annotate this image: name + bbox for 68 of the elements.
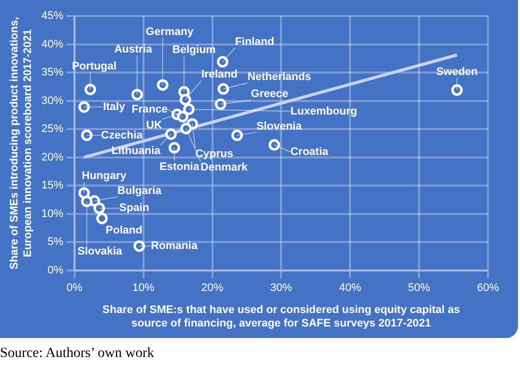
annotation: Finland bbox=[235, 36, 274, 48]
point bbox=[451, 84, 463, 96]
annotation: Poland bbox=[106, 224, 142, 236]
point bbox=[176, 110, 188, 122]
point bbox=[231, 130, 243, 142]
y-tick-label: 20% bbox=[41, 151, 64, 164]
x-tick-label: 60% bbox=[476, 282, 500, 294]
annotation: Denmark bbox=[200, 162, 249, 174]
y-tick-label: 0% bbox=[48, 264, 64, 276]
x-tick-label: 40% bbox=[339, 282, 362, 294]
annotation: Lithuania bbox=[111, 145, 162, 158]
x-tick-label: 30% bbox=[270, 282, 292, 294]
y-tick-label: 35% bbox=[41, 66, 64, 79]
annotation: Italy bbox=[103, 101, 126, 114]
point bbox=[131, 88, 143, 100]
y-tick-label: 5% bbox=[48, 236, 64, 248]
x-tick-label: 20% bbox=[201, 282, 224, 294]
y-tick-label: 10% bbox=[41, 208, 64, 220]
y-tick-label: 25% bbox=[41, 123, 64, 136]
point bbox=[214, 98, 226, 110]
annotation: Luxembourg bbox=[290, 105, 358, 118]
point bbox=[180, 122, 192, 134]
y-tick-label: 15% bbox=[41, 180, 64, 192]
point bbox=[156, 79, 168, 91]
annotation: Greece bbox=[250, 88, 288, 100]
point bbox=[133, 240, 145, 252]
annotation: Netherlands bbox=[248, 70, 312, 83]
source-note: Source: Authors’ own work bbox=[0, 346, 156, 362]
x-tick-label: 10% bbox=[132, 282, 155, 294]
x-tick-label: 0% bbox=[66, 282, 83, 294]
annotation: Estonia bbox=[160, 160, 200, 173]
annotation: Germany bbox=[146, 26, 194, 38]
annotation: Portugal bbox=[72, 60, 117, 73]
annotation: Belgium bbox=[172, 44, 216, 56]
point bbox=[81, 196, 93, 208]
annotation: Bulgaria bbox=[117, 184, 162, 197]
y-tick-label: 30% bbox=[41, 94, 64, 107]
annotation: Ireland bbox=[201, 68, 238, 81]
annotation: Hungary bbox=[82, 170, 128, 182]
annotation: Cyprus bbox=[195, 148, 234, 160]
annotation: Croatia bbox=[290, 146, 330, 158]
annotation: Romania bbox=[150, 240, 198, 252]
annotation: Slovakia bbox=[78, 245, 124, 258]
point bbox=[165, 128, 177, 140]
y-axis-title: Share of SMEs introducing product innovations, European innovation scoreboard 2017-2021 bbox=[8, 16, 34, 270]
y-tick-label: 40% bbox=[41, 38, 64, 50]
point bbox=[78, 187, 90, 199]
point bbox=[96, 212, 108, 224]
point bbox=[81, 130, 93, 142]
annotation: Czechia bbox=[101, 129, 144, 142]
annotation: Austria bbox=[114, 44, 153, 56]
annotation: Spain bbox=[119, 202, 150, 214]
point bbox=[78, 101, 90, 113]
point bbox=[216, 56, 228, 68]
point bbox=[93, 202, 105, 214]
point bbox=[218, 83, 230, 95]
point bbox=[168, 142, 180, 154]
annotation: Slovenia bbox=[256, 120, 303, 132]
x-axis-title: Share of SME:s that have used or considered using equity capital as source of financing, average for SAFE surveys 2017-2021 bbox=[102, 304, 460, 330]
annotation: UK bbox=[146, 119, 162, 132]
x-tick-label: 50% bbox=[408, 282, 430, 294]
annotation: Sweden bbox=[436, 66, 478, 78]
point bbox=[268, 139, 280, 151]
annotation: France bbox=[132, 104, 168, 116]
point bbox=[180, 94, 192, 106]
point bbox=[183, 104, 195, 116]
point bbox=[84, 84, 96, 96]
y-tick-label: 45% bbox=[41, 10, 64, 22]
